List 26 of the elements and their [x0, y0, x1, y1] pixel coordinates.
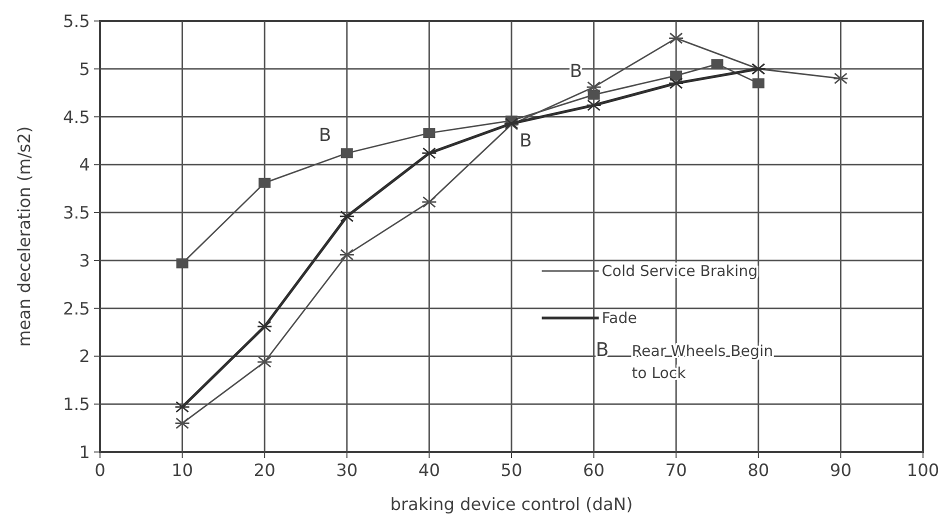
x-tick-label: 20 — [254, 461, 276, 481]
y-tick-label: 4.5 — [62, 108, 90, 128]
y-tick-label: 3 — [79, 251, 90, 272]
x-tick-label: 40 — [418, 461, 440, 481]
x-tick-label: 60 — [582, 461, 605, 481]
y-tick-label: 1.5 — [62, 395, 90, 416]
y-tick-label: 1 — [79, 443, 90, 463]
x-tick-label: 50 — [500, 461, 522, 481]
y-tick-label: 4 — [79, 156, 90, 176]
x-tick-label: 10 — [171, 461, 194, 481]
x-tick-label: 70 — [665, 461, 687, 481]
x-tick-label: 0 — [94, 461, 106, 481]
annotation: B — [318, 125, 332, 146]
y-tick-label: 2.5 — [62, 299, 90, 320]
y-tick-label: 3.5 — [62, 204, 90, 224]
x-tick-label: 30 — [336, 461, 358, 481]
x-tick-label: 80 — [748, 461, 770, 481]
y-tick-label: 2 — [79, 347, 90, 368]
x-tick-label: 90 — [830, 461, 852, 481]
y-tick-label: 5.5 — [62, 12, 90, 32]
annotation: B — [520, 130, 532, 152]
legend-label: Fade — [602, 308, 638, 327]
y-axis-title: mean deceleration (m/s2) — [15, 126, 35, 347]
x-axis-title: braking device control (daN) — [390, 495, 633, 515]
y-tick-label: 5 — [79, 60, 90, 80]
x-tick-label: 100 — [906, 461, 940, 481]
